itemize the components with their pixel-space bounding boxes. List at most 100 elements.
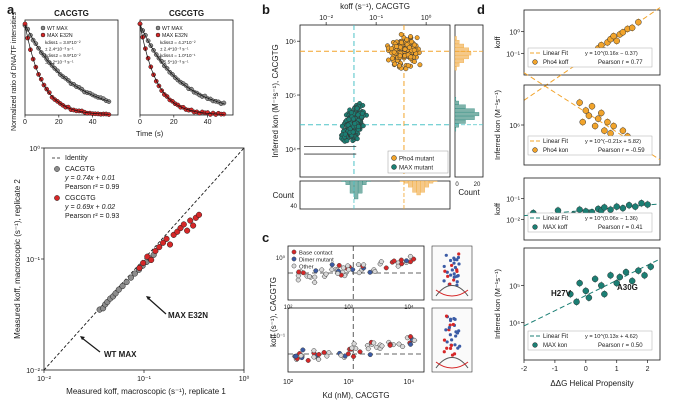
b-hist-y-bar <box>454 108 475 113</box>
c-structure-atom <box>455 258 459 262</box>
a-bottom-point-CGCGTG <box>187 217 194 224</box>
c-structure-atom <box>446 274 450 278</box>
d4-point <box>613 279 620 287</box>
panel-label-c: c <box>262 230 269 245</box>
c-structure-atom <box>443 269 447 273</box>
a-bottom-point-CGCGTG <box>152 247 159 255</box>
d3-ytick-label: 10⁻² <box>506 217 520 224</box>
d4-point <box>601 290 608 298</box>
d1-point <box>619 29 627 36</box>
a_top_left-annotation: kdiss1 = 3.8*10⁻² <box>45 40 81 45</box>
d3-axes <box>523 177 661 241</box>
b-hist-y-bar <box>454 36 457 41</box>
a_top_left-title: CACGTG <box>54 9 89 18</box>
b-point-pho4 <box>389 46 395 52</box>
c-structure-atom <box>453 343 457 347</box>
b-hist-y-bar <box>454 51 472 56</box>
c-legend-marker <box>291 263 297 269</box>
b-ytick-label: 10⁵ <box>285 93 296 100</box>
b-point-pho4 <box>402 46 408 52</box>
c-structure-atom <box>456 255 461 260</box>
c-point <box>351 341 357 347</box>
a-bottom-legend-r1: Pearson r² = 0.99 <box>65 184 119 191</box>
d4-xtick-label: 0 <box>584 366 588 373</box>
b-hist-x-bar <box>345 180 350 185</box>
c-point <box>378 259 384 265</box>
a-bottom-legend-r2: Pearson r² = 0.93 <box>65 213 119 220</box>
a_top_left-fit-line <box>24 24 110 102</box>
b-point-pho4 <box>412 42 417 48</box>
b-point-max <box>350 129 356 135</box>
a_top_right-annotation: kdiss4 = 1.0*10⁻¹ <box>160 53 196 58</box>
c-point <box>407 253 413 259</box>
a_top_left-annotation: ± 1.2*10⁻³ s⁻¹ <box>45 60 74 65</box>
d4-point <box>616 273 624 281</box>
c-point <box>357 349 363 355</box>
a-bottom-point-CGCGTG <box>166 241 174 248</box>
c-structure-atom <box>452 278 456 282</box>
a_top_right-legend-2-marker <box>155 32 161 38</box>
d1-point <box>628 24 636 32</box>
c-structure-atom <box>452 272 456 276</box>
b-legend-max: MAX mutant <box>399 165 433 172</box>
panel-label-b: b <box>262 2 270 17</box>
c-structure-atom <box>445 270 449 274</box>
a_top_right-legend-1: WT MAX <box>162 26 183 32</box>
c-structure-atom <box>444 314 449 318</box>
d4-xtick-label: -2 <box>521 366 527 373</box>
b-point-max <box>346 116 352 122</box>
d3-point <box>607 206 614 213</box>
a_top_left-fit-line <box>24 24 110 115</box>
c-structure-atom <box>456 346 460 350</box>
d4-point <box>573 298 580 306</box>
c-structure-atom <box>456 273 460 278</box>
a-bottom-point-CACGTG <box>119 283 126 290</box>
c-axes-2 <box>287 307 425 373</box>
b-hist-x-bar <box>408 180 413 188</box>
b-xtick-label: 10⁰ <box>421 14 432 22</box>
d3-point <box>632 203 639 210</box>
a-bottom-point-CACGTG <box>131 270 138 277</box>
c-structure-atom <box>455 269 459 274</box>
b-hist-x-bar <box>429 180 434 184</box>
b-hist-y-bar <box>454 43 465 48</box>
b-point-pho4 <box>398 40 404 45</box>
d4-legend-point-marker <box>532 342 538 348</box>
arrowhead-wt-max <box>80 336 85 340</box>
a_top_left-xtick-label: 40 <box>89 119 97 126</box>
a_top_right-annotation: ± 5.5*10⁻³ s⁻¹ <box>160 60 189 65</box>
c-structure-atom <box>453 265 458 270</box>
a_top_right-xtick-label: 40 <box>204 119 212 126</box>
b-hist-x-bar <box>366 180 371 182</box>
a-bottom-point-CACGTG <box>115 286 122 293</box>
d1-ytick-label: 10⁻¹ <box>506 51 520 58</box>
a-bottom-point-CGCGTG <box>163 235 170 242</box>
b-point-max <box>351 116 356 122</box>
d4-legend-box <box>527 330 653 351</box>
c-point <box>356 270 362 276</box>
b-point-max <box>359 110 365 116</box>
d1-pearson: Pearson r = 0.77 <box>598 60 643 66</box>
a-bottom-xtick-label: 10⁰ <box>239 375 250 383</box>
a-bottom-xtick-label: 10⁻² <box>37 376 51 383</box>
a_top_left-xtick-label: 0 <box>23 119 27 126</box>
c-point <box>351 354 356 359</box>
d4-point <box>567 290 574 298</box>
d2-fit-eq: y = 10^(−0.21x + 5.82) <box>585 139 641 145</box>
c-point <box>411 256 417 262</box>
d4-ytick-label: 10⁴ <box>509 321 520 328</box>
c-structure-atom <box>450 268 454 272</box>
a-bottom-ylabel: Measured koff, macroscopic (s⁻¹), replic… <box>13 179 22 339</box>
b-point-max <box>354 105 360 111</box>
d3-point <box>625 201 633 209</box>
b-hist-y-bar <box>454 47 469 52</box>
c-point <box>371 340 377 346</box>
a_top_right-fit-line <box>139 24 225 105</box>
b-point-pho4 <box>406 44 412 50</box>
d4-pearson: Pearson r = 0.50 <box>598 343 643 349</box>
b-hist-x-bar <box>341 180 346 182</box>
c-point <box>395 263 401 269</box>
c-structure-atom <box>442 279 446 283</box>
panel-label-a: a <box>7 2 15 17</box>
c-point <box>396 341 402 347</box>
